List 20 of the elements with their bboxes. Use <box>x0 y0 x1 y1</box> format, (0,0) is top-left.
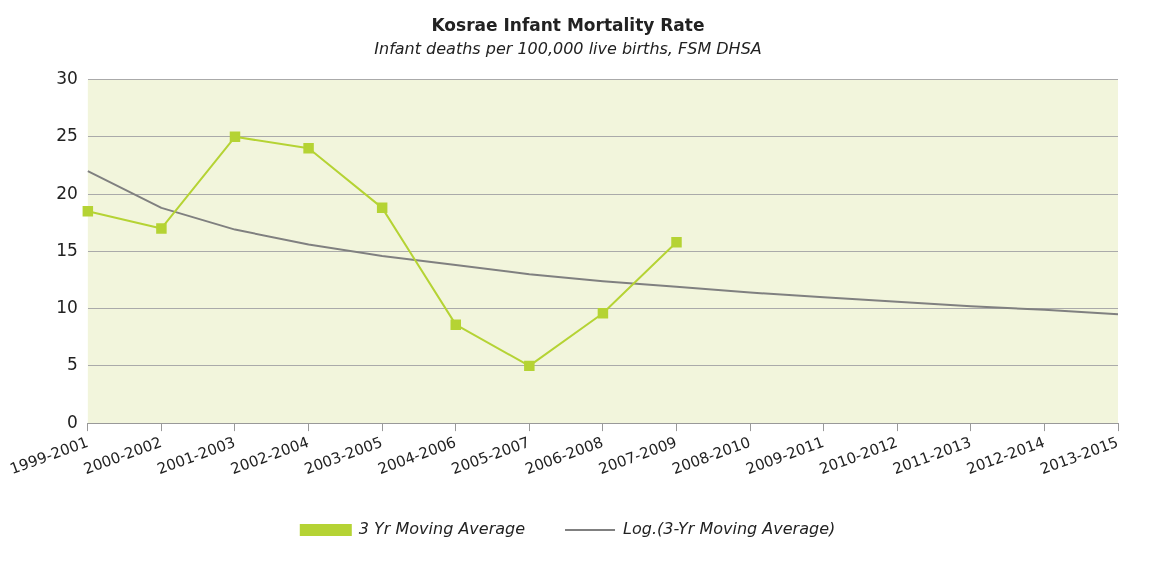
point <box>82 206 94 217</box>
point <box>671 236 682 248</box>
y-tick-label: 0 <box>67 411 78 432</box>
y-tick-label: 30 <box>56 68 78 89</box>
point <box>303 143 314 154</box>
point <box>376 202 388 214</box>
point <box>597 307 609 319</box>
point <box>524 360 535 372</box>
y-tick-label: 20 <box>56 182 78 203</box>
chart-subtitle: Infant deaths per 100,000 live births, FSM DHSA <box>374 39 762 59</box>
y-tick-label: 25 <box>56 125 78 146</box>
legend-label: Log.(3-Yr Moving Average) <box>623 519 836 539</box>
point <box>229 131 241 143</box>
legend-label: 3 Yr Moving Average <box>358 519 526 539</box>
chart-title: Kosrae Infant Mortality Rate <box>431 14 705 35</box>
point <box>450 319 461 330</box>
y-tick-label: 10 <box>56 297 78 318</box>
y-tick-label: 15 <box>56 239 78 260</box>
point <box>156 223 167 234</box>
y-tick-label: 5 <box>67 354 78 375</box>
